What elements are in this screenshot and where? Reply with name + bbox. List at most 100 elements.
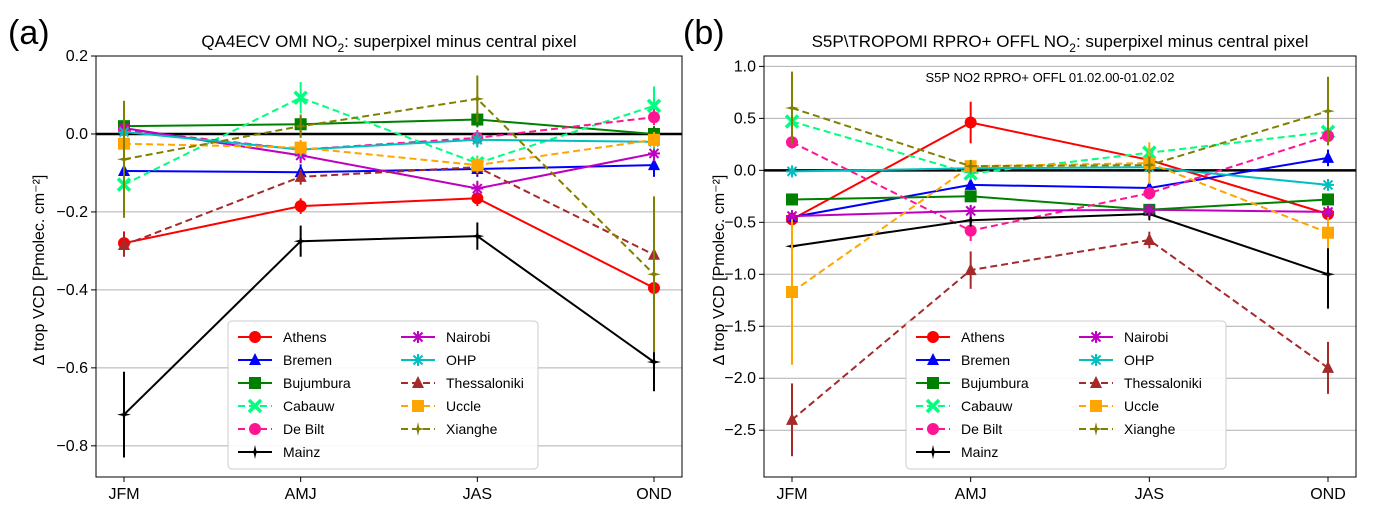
legend-marker bbox=[412, 331, 424, 343]
legend-item-athens: Athens bbox=[916, 329, 1005, 345]
x-tick-label: AMJ bbox=[285, 486, 317, 503]
data-point bbox=[471, 182, 484, 195]
panel-a: (a) QA4ECV OMI NO2: superpixel minus cen… bbox=[8, 14, 683, 503]
legend-marker bbox=[411, 422, 425, 436]
legend-item-de-bilt: De Bilt bbox=[916, 421, 1002, 437]
legend-marker bbox=[412, 376, 424, 388]
series-line bbox=[123, 235, 655, 416]
data-point bbox=[786, 285, 798, 298]
legend-label: Mainz bbox=[961, 444, 998, 460]
data-point bbox=[470, 229, 485, 244]
legend-item-ohp: OHP bbox=[1079, 352, 1154, 368]
series-bremen bbox=[118, 153, 660, 180]
series-ohp bbox=[118, 124, 660, 158]
data-point bbox=[1322, 193, 1334, 206]
data-point bbox=[293, 119, 308, 134]
data-point bbox=[294, 169, 307, 182]
legend-box bbox=[227, 320, 539, 470]
series-nairobi bbox=[786, 203, 1334, 223]
data-point bbox=[964, 224, 977, 237]
x-tick-label: JFM bbox=[108, 486, 139, 503]
legend-label: Bremen bbox=[961, 352, 1010, 368]
data-point bbox=[964, 263, 977, 276]
x-tick-label: AMJ bbox=[955, 486, 987, 503]
legend-marker bbox=[927, 353, 939, 365]
y-tick-label: 0.2 bbox=[66, 48, 88, 65]
legend-item-ohp: OHP bbox=[401, 352, 476, 368]
ticks-a: 0.2 0.0 −0.2 −0.4 −0.6 −0.8 JFM AMJ JAS OND bbox=[56, 48, 671, 503]
series-line bbox=[123, 138, 655, 167]
series-nairobi bbox=[118, 120, 660, 197]
x-tick-label: JAS bbox=[1135, 486, 1164, 503]
legend-item-bremen: Bremen bbox=[916, 352, 1010, 368]
legend-label: Bremen bbox=[283, 352, 332, 368]
data-point bbox=[647, 355, 661, 369]
y-tick-label: −2.0 bbox=[724, 370, 756, 387]
data-point bbox=[964, 204, 977, 217]
plot-frame-b bbox=[763, 55, 1357, 478]
data-point bbox=[293, 90, 308, 105]
legend-marker bbox=[249, 423, 261, 435]
legend-label: Mainz bbox=[283, 444, 320, 460]
legend-label: De Bilt bbox=[961, 421, 1002, 437]
x-tick-label: JAS bbox=[463, 486, 492, 503]
legend-marker bbox=[1090, 400, 1102, 412]
data-point bbox=[118, 238, 130, 251]
y-tick-label: −0.5 bbox=[724, 214, 756, 231]
y-tick-label: −1.0 bbox=[724, 266, 756, 283]
y-tick-label: −1.5 bbox=[724, 318, 756, 335]
data-point bbox=[963, 213, 978, 228]
panel-label-b: (b) bbox=[683, 14, 725, 52]
legend-label: OHP bbox=[1124, 352, 1154, 368]
series-line bbox=[123, 131, 655, 151]
legend-item-xianghe: Xianghe bbox=[1079, 421, 1176, 437]
legend-marker bbox=[249, 377, 261, 389]
annotation-b: S5P NO2 RPRO+ OFFL 01.02.00-01.02.02 bbox=[926, 70, 1175, 85]
legend-label: Uccle bbox=[1124, 398, 1159, 414]
series-line bbox=[791, 195, 1329, 211]
legend-label: Athens bbox=[283, 329, 327, 345]
data-point bbox=[293, 234, 308, 249]
data-point bbox=[648, 111, 660, 124]
data-point bbox=[1142, 158, 1157, 173]
legend-item-cabauw: Cabauw bbox=[238, 398, 335, 414]
legend-marker bbox=[1089, 422, 1103, 436]
data-point bbox=[471, 159, 484, 172]
legend-label: Thessaloniki bbox=[446, 375, 524, 391]
legend-item-de-bilt: De Bilt bbox=[238, 421, 324, 437]
legend-marker bbox=[927, 377, 939, 389]
series-line bbox=[123, 164, 655, 174]
data-point bbox=[1322, 360, 1334, 373]
legend-item-mainz: Mainz bbox=[238, 444, 320, 460]
legend-marker bbox=[412, 400, 424, 412]
data-point bbox=[1143, 232, 1156, 245]
data-point bbox=[471, 133, 484, 146]
legend-marker bbox=[249, 353, 261, 365]
series-xianghe bbox=[117, 75, 661, 353]
data-point bbox=[964, 177, 977, 190]
data-point bbox=[294, 141, 307, 154]
data-point bbox=[1322, 205, 1334, 218]
legend-label: De Bilt bbox=[283, 421, 324, 437]
legend-label: Cabauw bbox=[283, 398, 335, 414]
legend-item-bujumbura: Bujumbura bbox=[916, 375, 1029, 391]
legend-marker bbox=[1090, 376, 1102, 388]
plot-frame-a bbox=[95, 55, 683, 478]
legend-item-nairobi: Nairobi bbox=[1079, 329, 1168, 345]
legend-label: Uccle bbox=[446, 398, 481, 414]
y-tick-label: −0.2 bbox=[56, 204, 88, 221]
legend-b: Athens Bremen Bujumbura Cabauw De Bilt Mainz N… bbox=[905, 320, 1227, 470]
series-line bbox=[791, 238, 1329, 421]
data-point bbox=[470, 91, 485, 106]
legend-marker bbox=[926, 445, 940, 459]
y-tick-label: 0.5 bbox=[734, 110, 756, 127]
series-line bbox=[123, 97, 655, 276]
series-de-bilt bbox=[786, 129, 1334, 242]
data-point bbox=[963, 159, 978, 174]
data-point bbox=[648, 147, 660, 160]
x-tick-label: OND bbox=[636, 486, 672, 503]
series-line bbox=[791, 166, 1329, 186]
x-tick-label: JFM bbox=[776, 486, 807, 503]
series-thessaloniki bbox=[786, 231, 1334, 457]
